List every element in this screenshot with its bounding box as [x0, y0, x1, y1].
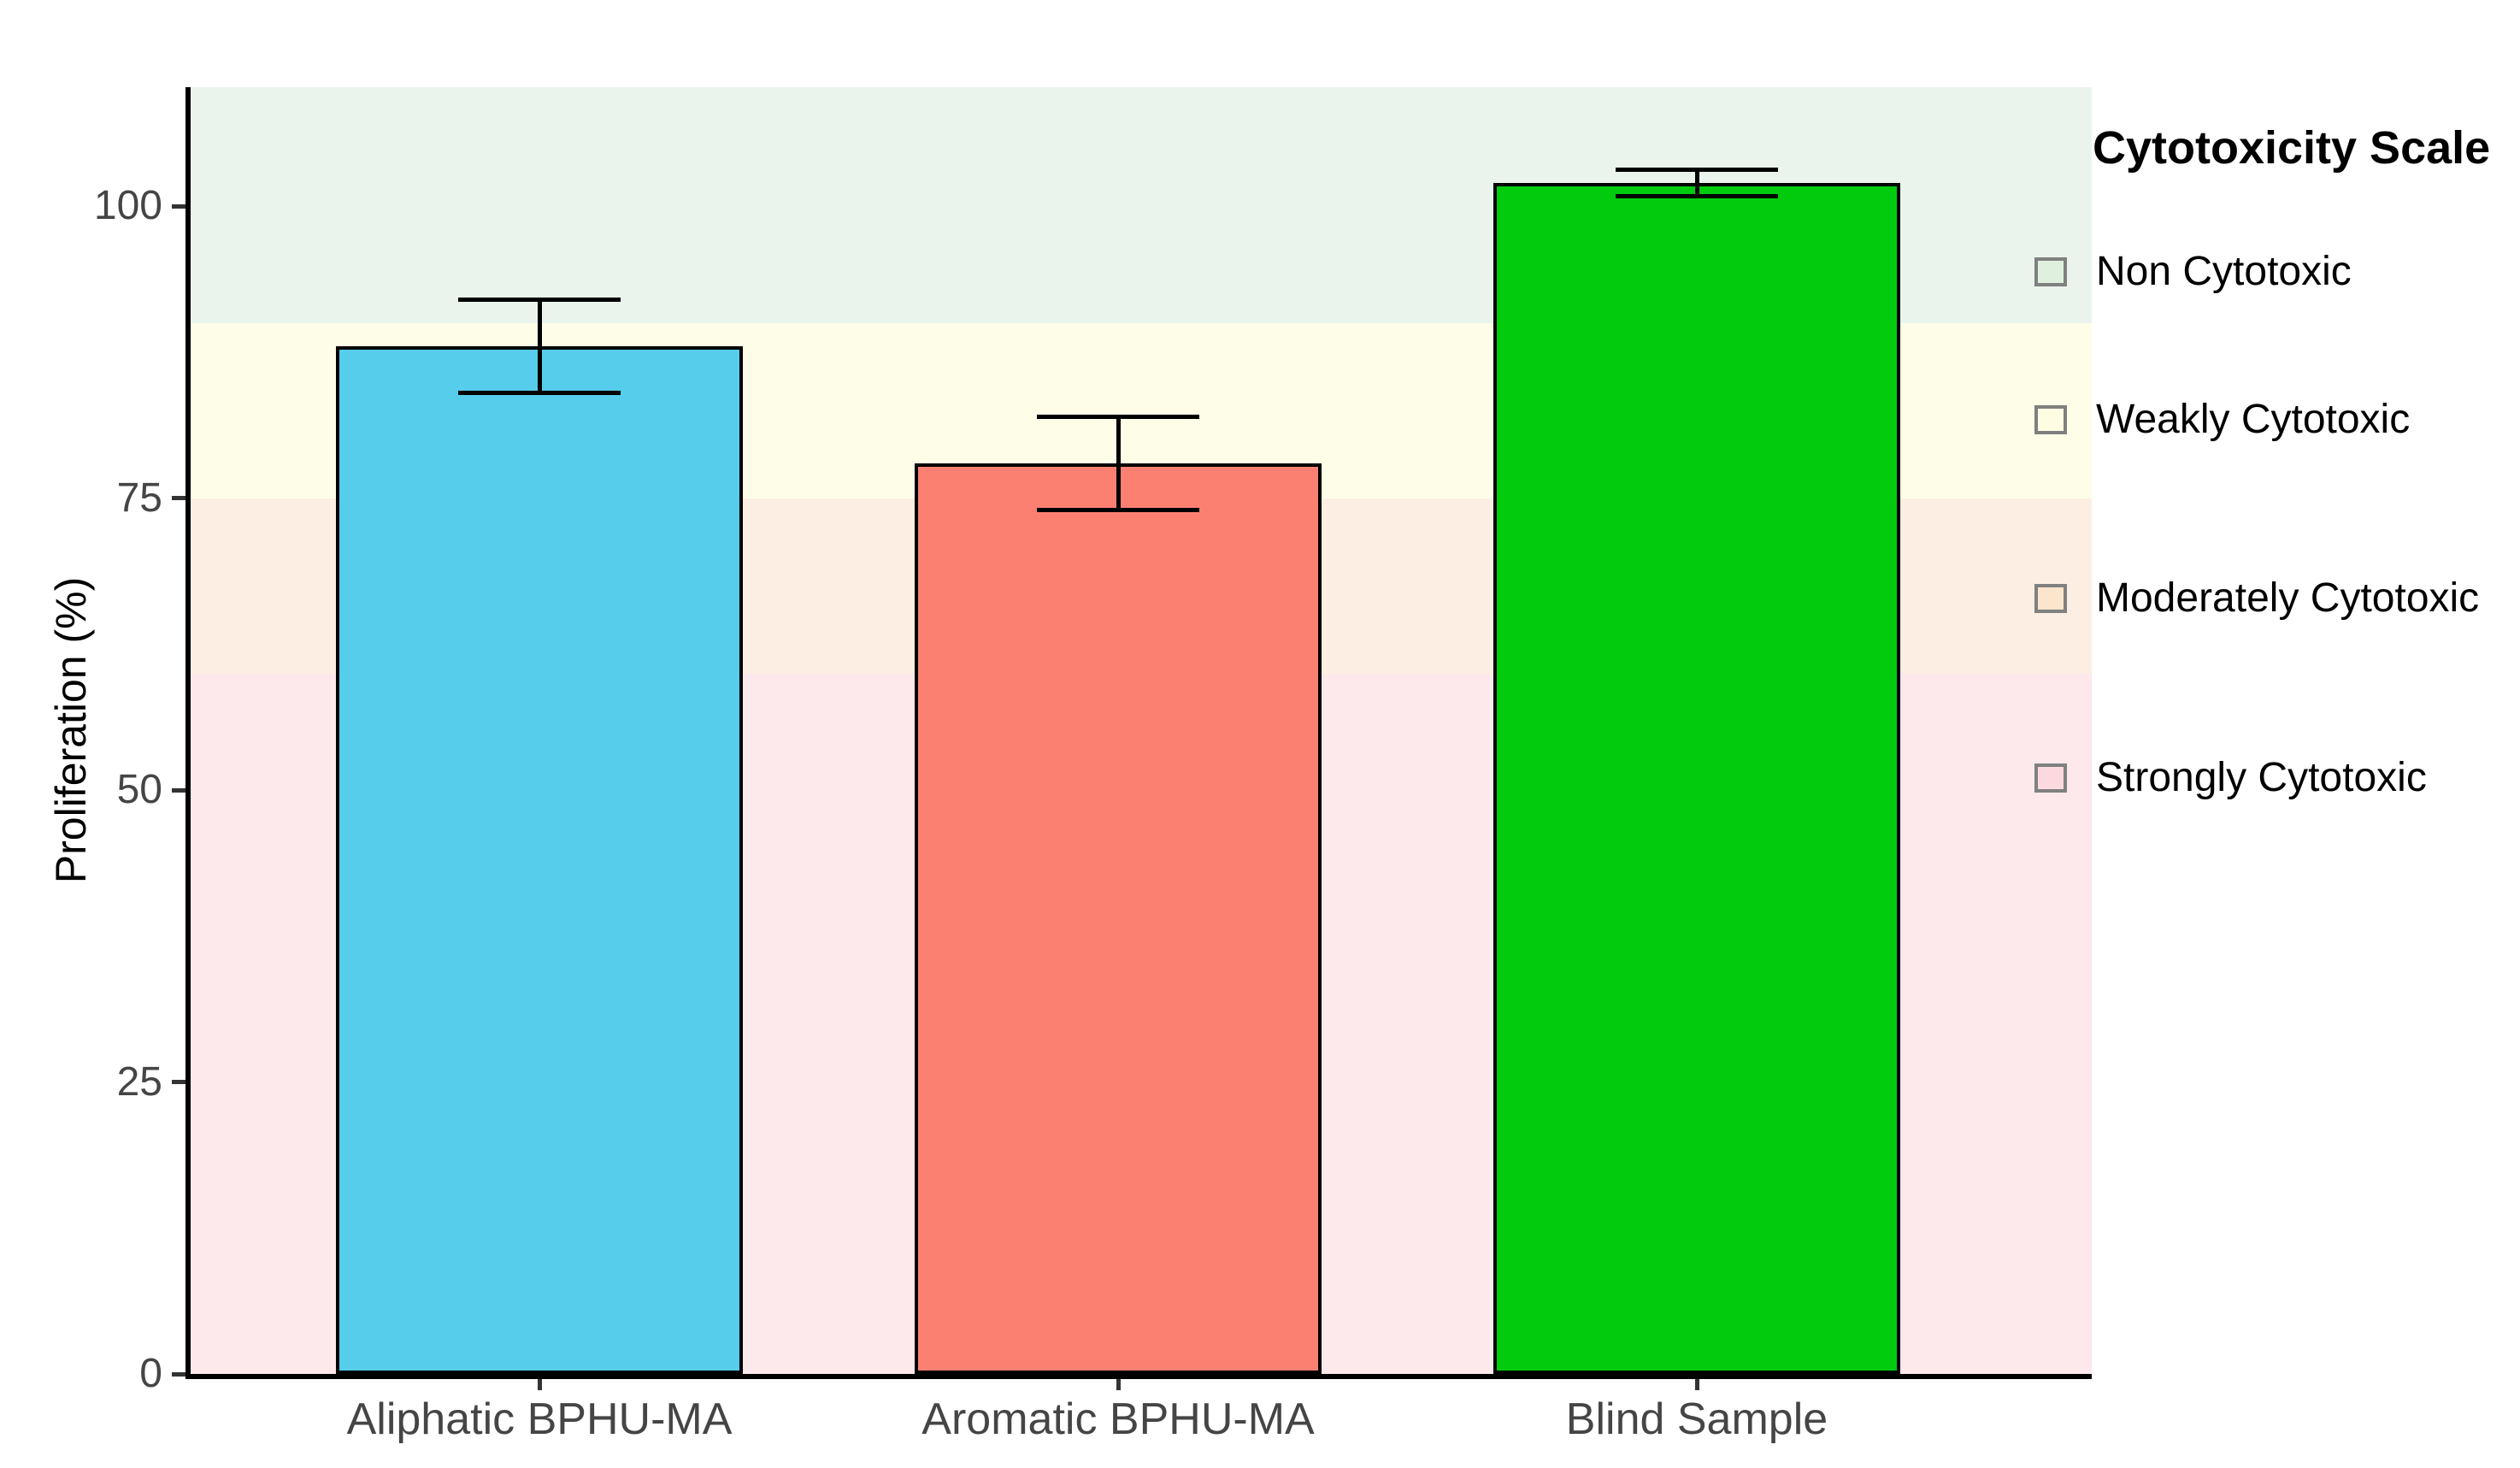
legend-item-label: Non Cytotoxic — [2096, 249, 2352, 294]
bar-blind-sample — [1493, 182, 1900, 1374]
legend-item-label: Moderately Cytotoxic — [2096, 575, 2480, 621]
bar-aliphatic-bphu-ma — [336, 346, 743, 1374]
y-tick-mark — [172, 1371, 185, 1377]
legend-item-label: Strongly Cytotoxic — [2096, 755, 2427, 800]
error-bar-stem — [537, 299, 542, 393]
error-bar-stem — [1116, 416, 1121, 510]
y-axis-title: Proliferation (%) — [47, 576, 95, 884]
y-tick-mark — [172, 496, 185, 501]
error-bar-cap-bottom — [1616, 193, 1778, 198]
y-tick-label: 0 — [139, 1351, 162, 1396]
x-axis-category-label: Blind Sample — [1565, 1394, 1828, 1444]
y-axis-line — [185, 87, 191, 1379]
x-axis-category-label: Aromatic BPHU-MA — [921, 1394, 1315, 1444]
error-bar-cap-bottom — [458, 391, 621, 396]
legend-item-label: Weakly Cytotoxic — [2096, 397, 2411, 442]
x-axis-category-label: Aliphatic BPHU-MA — [346, 1394, 733, 1444]
legend-key-swatch — [2034, 257, 2067, 286]
legend-title: Cytotoxicity Scale — [2093, 122, 2491, 174]
y-tick-label: 75 — [116, 475, 162, 521]
x-axis-line — [185, 1374, 2092, 1379]
y-tick-label: 25 — [116, 1058, 162, 1105]
error-bar-cap-bottom — [1037, 507, 1199, 512]
x-tick-mark — [1116, 1379, 1121, 1390]
y-tick-label: 100 — [93, 183, 162, 229]
x-tick-mark — [537, 1379, 542, 1390]
legend-key-swatch — [2034, 405, 2067, 434]
error-bar-cap-top — [1037, 414, 1199, 419]
x-tick-mark — [1694, 1379, 1699, 1390]
y-tick-label: 50 — [116, 767, 162, 813]
error-bar-cap-top — [1616, 168, 1778, 173]
y-tick-mark — [172, 787, 185, 793]
error-bar-cap-top — [458, 298, 621, 303]
y-tick-mark — [172, 1080, 185, 1085]
error-bar-stem — [1694, 169, 1699, 196]
y-tick-mark — [172, 203, 185, 209]
legend-key-swatch — [2034, 763, 2067, 793]
legend-key-swatch — [2034, 584, 2067, 613]
bar-aromatic-bphu-ma — [915, 463, 1322, 1374]
